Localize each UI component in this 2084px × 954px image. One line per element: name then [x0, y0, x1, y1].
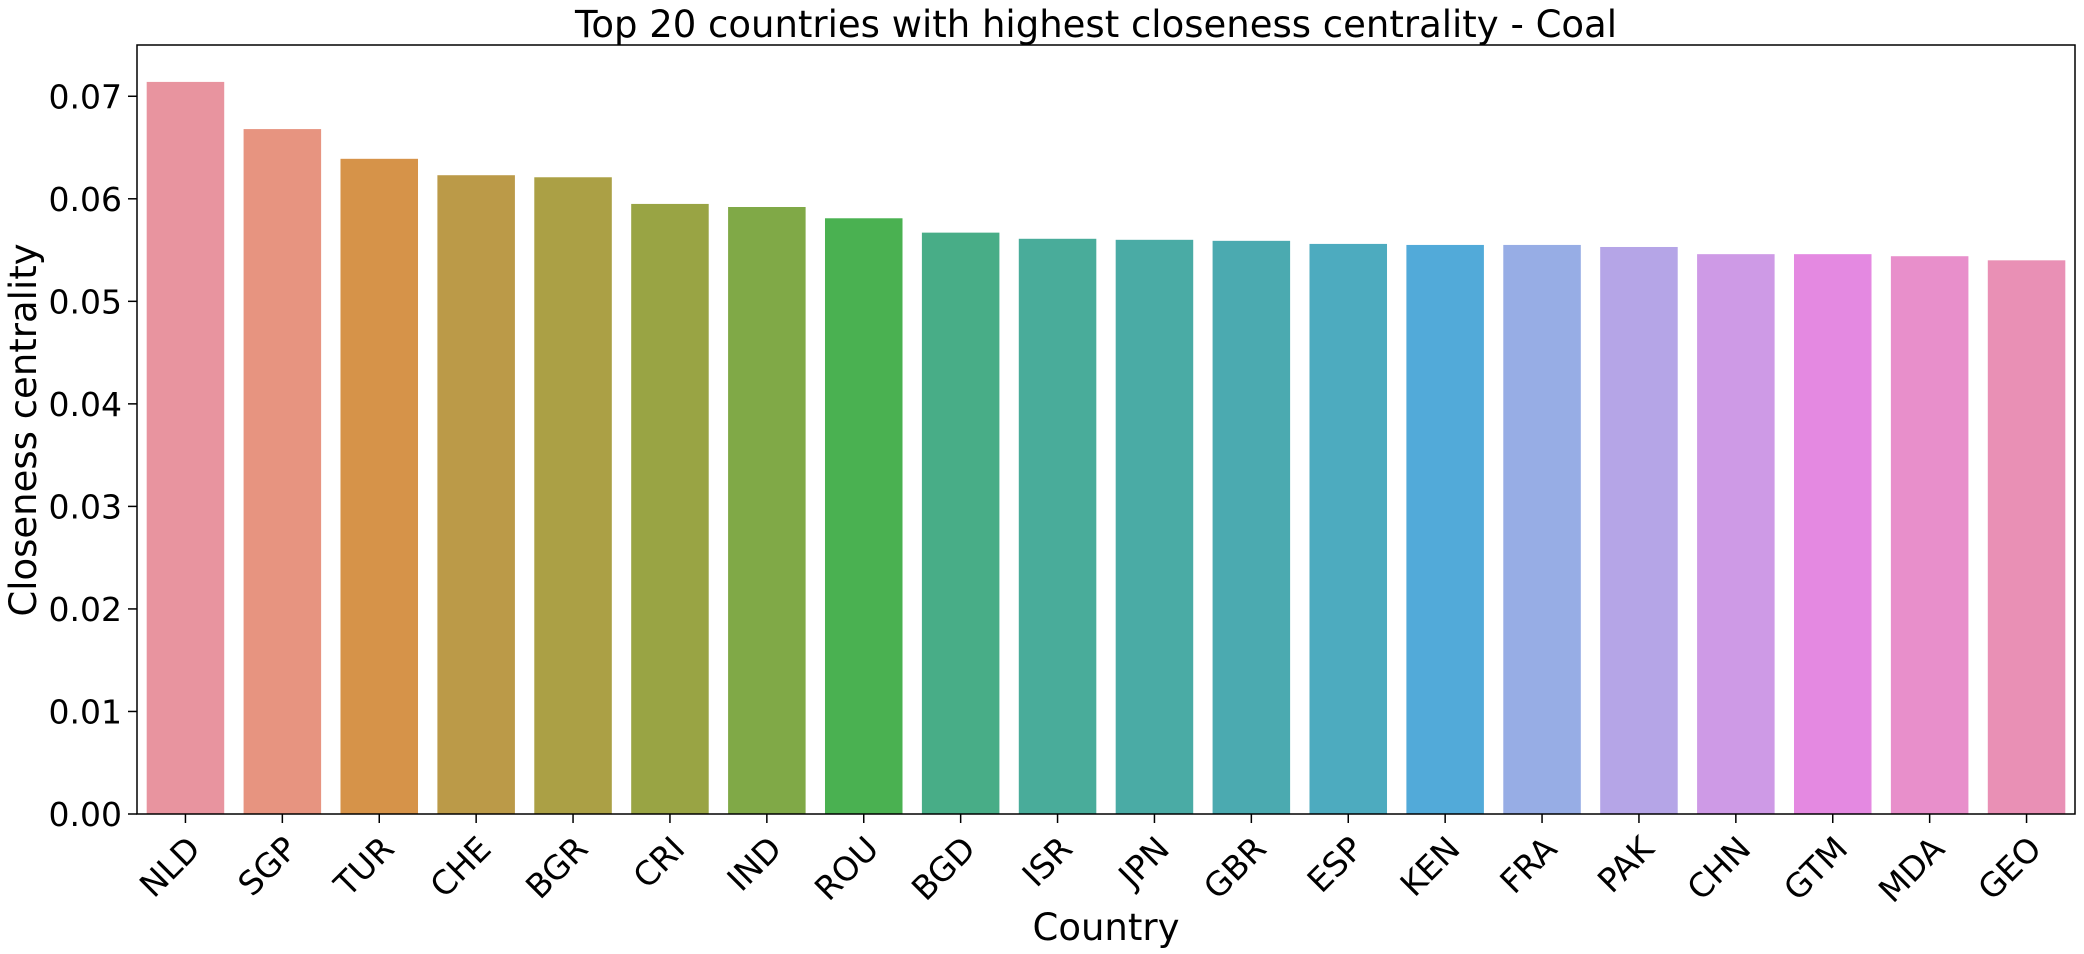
y-axis-ticks: 0.00 0.01 0.02 0.03 0.04 0.05 0.06 0.07: [49, 77, 137, 834]
y-tick-label: 0.00: [49, 795, 122, 834]
bar-che: [437, 175, 515, 814]
bar-cri: [631, 203, 709, 815]
x-tick-label: BGD: [904, 829, 983, 908]
bar-fra: [1503, 244, 1581, 814]
y-tick-label: 0.05: [49, 282, 122, 321]
x-tick-label: KEN: [1392, 829, 1467, 904]
x-tick-label: GTM: [1776, 829, 1855, 908]
x-tick-label: IND: [719, 829, 789, 899]
bar-rou: [824, 218, 903, 815]
x-tick-label: JPN: [1109, 829, 1176, 896]
bar-jpn: [1115, 239, 1194, 814]
x-tick-label: CHE: [422, 829, 498, 905]
bar-pak: [1600, 246, 1678, 814]
x-tick-label: MDA: [1871, 829, 1953, 911]
x-tick-label: CHN: [1679, 829, 1758, 908]
x-tick-label: FRA: [1492, 829, 1565, 902]
y-tick-label: 0.07: [49, 77, 122, 116]
bar-ind: [728, 207, 806, 814]
x-tick-label: CRI: [625, 829, 692, 896]
bar-bgd: [921, 232, 1000, 815]
x-axis-title: Country: [1033, 906, 1180, 949]
x-tick-label: ISR: [1014, 829, 1079, 894]
bar-ken: [1406, 244, 1484, 814]
y-tick-label: 0.06: [49, 180, 122, 219]
x-tick-label: ESP: [1299, 829, 1370, 900]
x-tick-label: PAK: [1590, 828, 1662, 900]
bar-isr: [1018, 238, 1097, 815]
bar-tur: [340, 158, 419, 814]
bar-sgp: [243, 129, 322, 814]
x-tick-label: GEO: [1970, 829, 2049, 908]
bar-esp: [1309, 243, 1388, 814]
y-axis-title: Closeness centrality: [2, 243, 45, 616]
x-tick-label: SGP: [230, 829, 305, 904]
x-tick-label: BGR: [518, 829, 595, 906]
y-tick-label: 0.02: [49, 590, 122, 629]
plot-frame: [136, 44, 2076, 815]
x-tick-label: TUR: [326, 829, 402, 905]
x-tick-label: GBR: [1196, 829, 1274, 907]
y-tick-label: 0.01: [49, 692, 122, 731]
bar-nld: [146, 81, 225, 815]
chart-title: Top 20 countries with highest closeness …: [574, 3, 1617, 46]
bars: [146, 81, 2066, 815]
bar-gtm: [1793, 254, 1872, 815]
x-axis-ticks: NLD SGP TUR CHE BGR CRI IND ROU BGD ISR JPN GBR ESP K…: [132, 814, 2049, 910]
y-tick-label: 0.03: [49, 487, 122, 526]
bar-bgr: [534, 177, 612, 814]
x-tick-label: NLD: [132, 829, 208, 905]
x-tick-label: ROU: [807, 829, 886, 908]
bar-geo: [1987, 260, 2066, 814]
bar-gbr: [1212, 240, 1291, 814]
bar-chn: [1697, 254, 1775, 815]
y-tick-label: 0.04: [49, 385, 122, 424]
bar-mda: [1890, 256, 1969, 815]
